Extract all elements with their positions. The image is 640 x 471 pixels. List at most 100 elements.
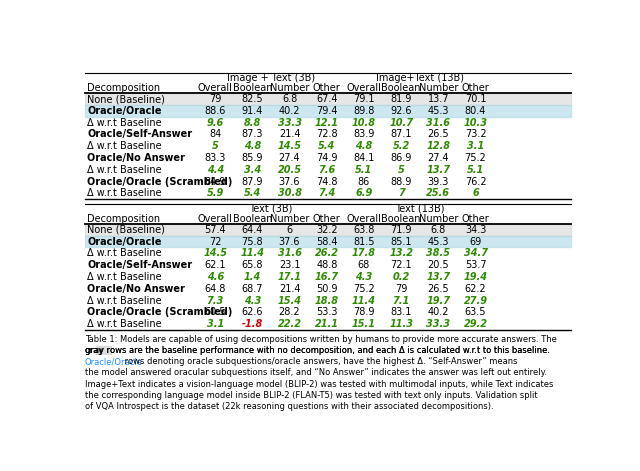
Text: 60.5: 60.5 <box>204 307 226 317</box>
Text: 84.1: 84.1 <box>353 153 374 163</box>
Text: 12.8: 12.8 <box>426 141 451 151</box>
Text: 88.9: 88.9 <box>390 177 412 187</box>
Text: 26.2: 26.2 <box>315 248 339 259</box>
Text: Image+Text indicates a vision-language model (BLIP-2) was tested with multimodal: Image+Text indicates a vision-language m… <box>85 380 554 389</box>
Text: 81.5: 81.5 <box>353 236 374 247</box>
Text: 87.1: 87.1 <box>390 130 412 139</box>
Text: 21.4: 21.4 <box>279 130 300 139</box>
Text: 25.6: 25.6 <box>426 188 451 198</box>
Text: 5.1: 5.1 <box>467 165 484 175</box>
Text: 74.9: 74.9 <box>316 153 337 163</box>
Text: 68.7: 68.7 <box>242 284 263 294</box>
Text: 89.8: 89.8 <box>353 106 374 116</box>
FancyBboxPatch shape <box>96 346 111 355</box>
Text: 26.5: 26.5 <box>428 284 449 294</box>
Text: 6.8: 6.8 <box>431 225 446 235</box>
Text: of VQA Introspect is the dataset (22k reasoning questions with their associated : of VQA Introspect is the dataset (22k re… <box>85 402 493 411</box>
Text: 6.8: 6.8 <box>282 94 297 104</box>
Text: 83.1: 83.1 <box>390 307 412 317</box>
Text: 82.5: 82.5 <box>241 94 263 104</box>
Text: 11.4: 11.4 <box>352 295 376 306</box>
Text: Decomposition: Decomposition <box>88 83 161 93</box>
Text: 78.9: 78.9 <box>353 307 374 317</box>
Text: 14.5: 14.5 <box>278 141 301 151</box>
Text: Boolean: Boolean <box>232 83 272 93</box>
Bar <box>85 93 571 105</box>
Text: 72.1: 72.1 <box>390 260 412 270</box>
Text: Δ w.r.t Baseline: Δ w.r.t Baseline <box>88 165 162 175</box>
Text: 6.9: 6.9 <box>355 188 372 198</box>
Text: 40.2: 40.2 <box>279 106 300 116</box>
Text: 45.3: 45.3 <box>428 236 449 247</box>
Text: 64.8: 64.8 <box>204 284 226 294</box>
Text: Oracle/Self-Answer: Oracle/Self-Answer <box>88 260 193 270</box>
Text: 7.3: 7.3 <box>207 295 224 306</box>
Text: Overall: Overall <box>346 214 381 224</box>
Text: 9.6: 9.6 <box>207 118 224 128</box>
Text: 62.1: 62.1 <box>204 260 226 270</box>
Text: Boolean: Boolean <box>381 214 421 224</box>
Text: 39.3: 39.3 <box>428 177 449 187</box>
Text: Oracle/Oracle: Oracle/Oracle <box>88 236 162 247</box>
Bar <box>85 224 571 236</box>
Text: 75.2: 75.2 <box>353 284 375 294</box>
Text: 5.4: 5.4 <box>244 188 261 198</box>
Text: 5.9: 5.9 <box>207 188 224 198</box>
Text: 21.4: 21.4 <box>279 284 300 294</box>
Text: 57.4: 57.4 <box>204 225 226 235</box>
Text: Number: Number <box>419 83 458 93</box>
Text: gray rows are the baseline performance with no decomposition, and each Δ is calc: gray rows are the baseline performance w… <box>85 346 550 355</box>
Text: 7.4: 7.4 <box>318 188 335 198</box>
Text: 34.7: 34.7 <box>463 248 488 259</box>
Text: 11.3: 11.3 <box>389 319 413 329</box>
Text: 45.3: 45.3 <box>428 106 449 116</box>
Text: 31.6: 31.6 <box>278 248 301 259</box>
Text: 50.9: 50.9 <box>316 284 337 294</box>
Text: 87.9: 87.9 <box>242 177 263 187</box>
Text: 5: 5 <box>212 141 218 151</box>
Text: 13.7: 13.7 <box>426 165 451 175</box>
Text: 87.3: 87.3 <box>242 130 263 139</box>
Text: 30.8: 30.8 <box>278 188 301 198</box>
Text: Other: Other <box>461 83 490 93</box>
Text: 7.1: 7.1 <box>392 295 410 306</box>
Text: 27.9: 27.9 <box>463 295 488 306</box>
Text: 68: 68 <box>358 260 370 270</box>
Text: 10.8: 10.8 <box>352 118 376 128</box>
Text: 6: 6 <box>472 188 479 198</box>
Text: 91.4: 91.4 <box>242 106 263 116</box>
Text: 84.9: 84.9 <box>204 177 226 187</box>
Bar <box>85 105 571 117</box>
Text: 53.3: 53.3 <box>316 307 337 317</box>
Text: 74.8: 74.8 <box>316 177 337 187</box>
Text: 16.7: 16.7 <box>315 272 339 282</box>
Text: Oracle/Self-Answer: Oracle/Self-Answer <box>88 130 193 139</box>
Text: 62.6: 62.6 <box>242 307 263 317</box>
Text: 10.7: 10.7 <box>389 118 413 128</box>
Text: Number: Number <box>419 214 458 224</box>
Text: Δ w.r.t Baseline: Δ w.r.t Baseline <box>88 319 162 329</box>
Text: 86.9: 86.9 <box>390 153 412 163</box>
Text: 26.5: 26.5 <box>428 130 449 139</box>
Text: 14.5: 14.5 <box>203 248 227 259</box>
Text: 5.1: 5.1 <box>355 165 372 175</box>
Text: 1.4: 1.4 <box>244 272 261 282</box>
Text: 7.6: 7.6 <box>318 165 335 175</box>
Text: 67.4: 67.4 <box>316 94 337 104</box>
Text: 62.2: 62.2 <box>465 284 486 294</box>
Text: 88.6: 88.6 <box>204 106 226 116</box>
Text: 27.4: 27.4 <box>428 153 449 163</box>
Text: 58.4: 58.4 <box>316 236 337 247</box>
Text: Number: Number <box>270 83 309 93</box>
Text: 86: 86 <box>358 177 370 187</box>
Text: 92.6: 92.6 <box>390 106 412 116</box>
Text: 4.4: 4.4 <box>207 165 224 175</box>
Text: -1.8: -1.8 <box>242 319 263 329</box>
Text: Δ w.r.t Baseline: Δ w.r.t Baseline <box>88 295 162 306</box>
Text: Boolean: Boolean <box>232 214 272 224</box>
Text: Other: Other <box>313 214 340 224</box>
Text: 38.5: 38.5 <box>426 248 451 259</box>
Text: 64.4: 64.4 <box>242 225 263 235</box>
Text: 31.6: 31.6 <box>426 118 451 128</box>
Text: 23.1: 23.1 <box>279 260 300 270</box>
